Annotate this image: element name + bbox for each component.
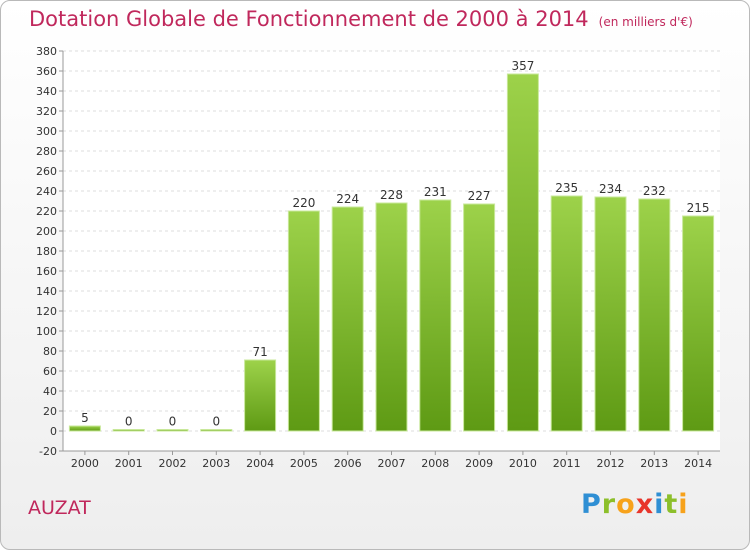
y-tick-label: 100	[36, 325, 57, 338]
y-tick-label: 240	[36, 185, 57, 198]
proxiti-logo: Proxiti	[581, 489, 689, 520]
x-tick-label-2003: 2003	[202, 457, 230, 470]
bar-2002	[156, 429, 189, 432]
y-tick-label: 0	[50, 425, 57, 438]
logo-letter: o	[616, 489, 636, 520]
x-tick-label-2004: 2004	[246, 457, 274, 470]
value-label-2014: 215	[687, 201, 710, 215]
value-label-2011: 235	[555, 181, 578, 195]
y-tick-label: 140	[36, 285, 57, 298]
y-tick-label: 220	[36, 205, 57, 218]
bar-2005	[287, 210, 320, 432]
y-tick-label: 380	[36, 45, 57, 58]
y-tick-label: 320	[36, 105, 57, 118]
bar-2000	[68, 425, 101, 432]
bar-2008	[419, 199, 452, 432]
value-label-2013: 232	[643, 184, 666, 198]
value-label-2002: 0	[169, 415, 177, 429]
x-tick-label-2001: 2001	[115, 457, 143, 470]
bar-2006	[331, 206, 364, 432]
bar-2004	[244, 359, 277, 432]
y-tick-label: 280	[36, 145, 57, 158]
x-tick-label-2010: 2010	[509, 457, 537, 470]
value-label-2005: 220	[292, 196, 315, 210]
commune-name: AUZAT	[28, 497, 91, 519]
value-label-2007: 228	[380, 188, 403, 202]
y-tick-label: 160	[36, 265, 57, 278]
chart-unit: (en milliers d'€)	[598, 15, 693, 29]
chart-title: Dotation Globale de Fonctionnement de 20…	[29, 7, 693, 31]
bar-2012	[594, 196, 627, 432]
x-tick-label-2011: 2011	[553, 457, 581, 470]
y-tick-label: 40	[43, 385, 57, 398]
y-tick-label: 340	[36, 85, 57, 98]
y-tick-label: 120	[36, 305, 57, 318]
bar-2009	[463, 203, 496, 432]
y-tick-label: 360	[36, 65, 57, 78]
logo-letter: i	[654, 489, 665, 520]
bar-2013	[638, 198, 671, 432]
x-tick-label-2008: 2008	[421, 457, 449, 470]
value-label-2001: 0	[125, 415, 133, 429]
bar-2001	[112, 429, 145, 432]
x-tick-label-2005: 2005	[290, 457, 318, 470]
value-label-2009: 227	[468, 189, 491, 203]
bar-2003	[200, 429, 233, 432]
x-tick-label-2012: 2012	[597, 457, 625, 470]
logo-letter: P	[581, 489, 602, 520]
y-tick-label: 300	[36, 125, 57, 138]
y-tick-label: -20	[39, 445, 57, 458]
value-label-2008: 231	[424, 185, 447, 199]
y-tick-label: 80	[43, 345, 57, 358]
x-tick-label-2014: 2014	[684, 457, 712, 470]
y-tick-label: 60	[43, 365, 57, 378]
bar-2010	[506, 73, 539, 432]
bar-2011	[550, 195, 583, 432]
logo-letter: r	[601, 489, 617, 520]
x-tick-label-2006: 2006	[334, 457, 362, 470]
y-tick-label: 180	[36, 245, 57, 258]
value-label-2012: 234	[599, 182, 622, 196]
bar-2014	[682, 215, 715, 432]
x-tick-label-2002: 2002	[159, 457, 187, 470]
logo-letter: x	[635, 489, 655, 520]
value-label-2010: 357	[511, 59, 534, 73]
logo-letter: i	[678, 489, 689, 520]
x-tick-label-2000: 2000	[71, 457, 99, 470]
y-tick-label: 20	[43, 405, 57, 418]
y-tick-label: 260	[36, 165, 57, 178]
logo-letter: t	[664, 489, 679, 520]
value-label-2006: 224	[336, 192, 359, 206]
x-tick-label-2013: 2013	[640, 457, 668, 470]
y-tick-label: 200	[36, 225, 57, 238]
value-label-2003: 0	[212, 415, 220, 429]
chart-title-text: Dotation Globale de Fonctionnement de 20…	[29, 7, 589, 31]
value-label-2000: 5	[81, 411, 89, 425]
value-label-2004: 71	[252, 345, 267, 359]
x-tick-label-2007: 2007	[378, 457, 406, 470]
x-tick-label-2009: 2009	[465, 457, 493, 470]
bar-2007	[375, 202, 408, 432]
